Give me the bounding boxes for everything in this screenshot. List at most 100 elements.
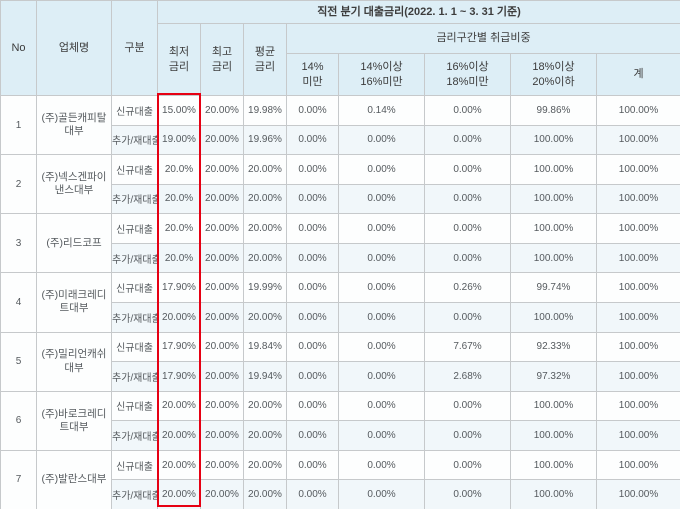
company-name-cell: (주)리드코프 [36, 213, 112, 274]
table-row: 추가/재대출 20.00% 20.00% 20.00% 0.00% 0.00% 0.00% 1… [1, 301, 680, 333]
share-under-14-cell: 0.00% [286, 361, 339, 392]
share-14-16-cell: 0.00% [338, 449, 425, 481]
avg-rate-cell: 20.00% [243, 154, 287, 185]
share-14-16-cell: 0.00% [338, 301, 425, 333]
header-bracket-total: 계 [595, 53, 680, 96]
max-rate-cell: 20.00% [200, 95, 244, 126]
company-name-cell: (주)발란스대부 [36, 449, 112, 509]
share-under-14-cell: 0.00% [286, 124, 339, 156]
share-14-16-cell: 0.00% [338, 331, 425, 363]
max-rate-cell: 20.00% [200, 361, 244, 392]
share-16-18-cell: 0.00% [424, 124, 511, 156]
loan-type-cell: 신규대출 [111, 154, 158, 185]
share-14-16-cell: 0.00% [338, 154, 425, 185]
share-16-18-cell: 0.00% [424, 449, 511, 481]
share-under-14-cell: 0.00% [286, 390, 339, 422]
avg-rate-cell: 19.98% [243, 95, 287, 126]
loan-type-cell: 추가/재대출 [111, 124, 158, 156]
table-row: 6 (주)바로크레디트대부 신규대출 20.00% 20.00% 20.00% 0.00% 0… [0, 390, 680, 451]
share-14-16-cell: 0.00% [338, 272, 425, 303]
avg-rate-cell: 19.84% [243, 331, 287, 363]
max-rate-cell: 20.00% [200, 124, 244, 156]
share-total-cell: 100.00% [595, 479, 680, 509]
share-under-14-cell: 0.00% [286, 272, 339, 303]
loan-type-cell: 신규대출 [111, 449, 158, 481]
max-rate-cell: 20.00% [200, 331, 244, 363]
table-row: 추가/재대출 20.00% 20.00% 20.00% 0.00% 0.00% 0.00% 1… [1, 420, 680, 451]
min-rate-cell: 20.00% [157, 479, 201, 509]
share-14-16-cell: 0.14% [338, 95, 425, 126]
company-name-cell: (주)밀리언캐쉬대부 [36, 331, 112, 392]
avg-rate-cell: 20.00% [243, 213, 287, 244]
share-18-20-cell: 100.00% [510, 183, 597, 215]
header-bracket-16-18: 16%이상 18%미만 [424, 53, 511, 96]
share-18-20-cell: 100.00% [510, 242, 597, 274]
share-total-cell: 100.00% [595, 183, 680, 215]
share-16-18-cell: 0.00% [424, 95, 511, 126]
table-row: 2 (주)넥스겐파이낸스대부 신규대출 20.0% 20.00% 20.00% 0.00% 0… [0, 154, 680, 215]
share-under-14-cell: 0.00% [286, 301, 339, 333]
share-14-16-cell: 0.00% [338, 213, 425, 244]
company-name-cell: (주)미래크레디트대부 [36, 272, 112, 333]
share-16-18-cell: 0.26% [424, 272, 511, 303]
share-total-cell: 100.00% [595, 124, 680, 156]
max-rate-cell: 20.00% [200, 479, 244, 509]
share-18-20-cell: 99.86% [510, 95, 597, 126]
max-rate-cell: 20.00% [200, 449, 244, 481]
header-share-group: 금리구간별 취급비중 [285, 23, 680, 54]
header-bracket-under-14: 14% 미만 [286, 53, 339, 96]
share-total-cell: 100.00% [595, 420, 680, 451]
share-16-18-cell: 0.00% [424, 154, 511, 185]
avg-rate-cell: 20.00% [243, 242, 287, 274]
table-row: 추가/재대출 20.0% 20.00% 20.00% 0.00% 0.00% 0.00% 10… [1, 242, 680, 274]
avg-rate-cell: 20.00% [243, 390, 287, 422]
share-under-14-cell: 0.00% [286, 479, 339, 509]
min-rate-cell: 20.0% [157, 213, 201, 244]
table-row: 5 (주)밀리언캐쉬대부 신규대출 17.90% 20.00% 19.84% 0.00% 0.… [0, 331, 680, 392]
min-rate-cell: 20.00% [157, 301, 201, 333]
loan-type-cell: 추가/재대출 [111, 361, 158, 392]
share-16-18-cell: 0.00% [424, 183, 511, 215]
share-under-14-cell: 0.00% [286, 183, 339, 215]
header-bracket-14-16: 14%이상 16%미만 [338, 53, 425, 96]
share-total-cell: 100.00% [595, 242, 680, 274]
avg-rate-cell: 20.00% [243, 449, 287, 481]
min-rate-cell: 17.90% [157, 361, 201, 392]
share-18-20-cell: 100.00% [510, 213, 597, 244]
share-total-cell: 100.00% [595, 331, 680, 363]
avg-rate-cell: 20.00% [243, 479, 287, 509]
min-rate-cell: 20.00% [157, 420, 201, 451]
share-14-16-cell: 0.00% [338, 390, 425, 422]
header-period: 직전 분기 대출금리(2022. 1. 1 ~ 3. 31 기준) [156, 0, 680, 24]
avg-rate-cell: 20.00% [243, 301, 287, 333]
share-under-14-cell: 0.00% [286, 420, 339, 451]
min-rate-cell: 17.90% [157, 272, 201, 303]
avg-rate-cell: 20.00% [243, 183, 287, 215]
header-max-rate: 최고 금리 [200, 23, 244, 96]
avg-rate-cell: 19.94% [243, 361, 287, 392]
company-name-cell: (주)골든캐피탈대부 [36, 94, 112, 156]
min-rate-cell: 19.00% [157, 124, 201, 156]
loan-type-cell: 신규대출 [111, 390, 158, 422]
company-no-cell: 6 [0, 390, 37, 451]
share-total-cell: 100.00% [595, 361, 680, 392]
share-14-16-cell: 0.00% [338, 361, 425, 392]
company-no-cell: 1 [0, 94, 37, 156]
share-18-20-cell: 100.00% [510, 449, 597, 481]
share-18-20-cell: 100.00% [510, 124, 597, 156]
company-no-cell: 7 [0, 449, 37, 509]
max-rate-cell: 20.00% [200, 154, 244, 185]
share-under-14-cell: 0.00% [286, 331, 339, 363]
table-row: 추가/재대출 20.0% 20.00% 20.00% 0.00% 0.00% 0.00% 10… [1, 183, 680, 215]
loan-type-cell: 신규대출 [111, 331, 158, 363]
max-rate-cell: 20.00% [200, 242, 244, 274]
table-row: 추가/재대출 19.00% 20.00% 19.96% 0.00% 0.00% 0.00% 1… [1, 124, 680, 156]
table-row: 추가/재대출 20.00% 20.00% 20.00% 0.00% 0.00% 0.00% 1… [1, 479, 680, 509]
share-total-cell: 100.00% [595, 390, 680, 422]
loan-type-cell: 신규대출 [111, 272, 158, 303]
loan-type-cell: 추가/재대출 [111, 420, 158, 451]
table-row: 4 (주)미래크레디트대부 신규대출 17.90% 20.00% 19.99% 0.00% 0… [0, 272, 680, 333]
share-14-16-cell: 0.00% [338, 479, 425, 509]
max-rate-cell: 20.00% [200, 183, 244, 215]
